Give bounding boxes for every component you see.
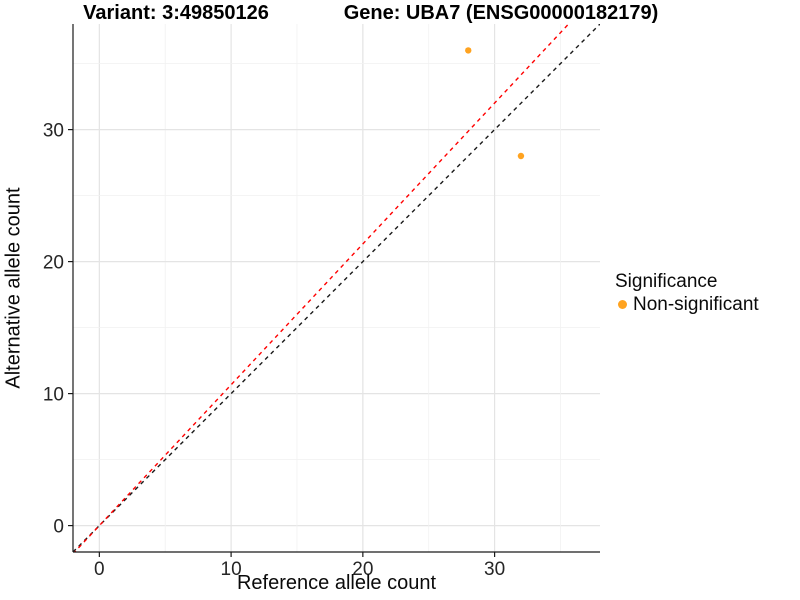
y-tick-label: 20 [43, 253, 64, 274]
variant-title: Variant: 3:49850126 [83, 2, 269, 24]
y-tick-label: 10 [43, 385, 64, 406]
legend-title: Significance [615, 271, 718, 292]
legend-entry: Non-significant [615, 294, 759, 315]
legend-entry-label: Non-significant [633, 294, 759, 315]
x-axis-title: Reference allele count [236, 572, 436, 594]
y-tick-label: 30 [43, 121, 64, 142]
x-tick-label: 10 [221, 559, 242, 580]
x-tick-label: 30 [484, 559, 505, 580]
data-point [465, 47, 472, 54]
y-tick-label: 0 [53, 517, 64, 538]
x-tick-label: 0 [94, 559, 105, 580]
gene-title: Gene: UBA7 (ENSG00000182179) [343, 2, 659, 24]
x-tick-label: 20 [352, 559, 373, 580]
legend: Significance Non-significant [615, 271, 759, 315]
legend-point-icon [618, 300, 627, 309]
y-axis-title: Alternative allele count [2, 187, 25, 389]
allelic-ratio-line [73, 24, 570, 552]
data-point [517, 152, 525, 160]
